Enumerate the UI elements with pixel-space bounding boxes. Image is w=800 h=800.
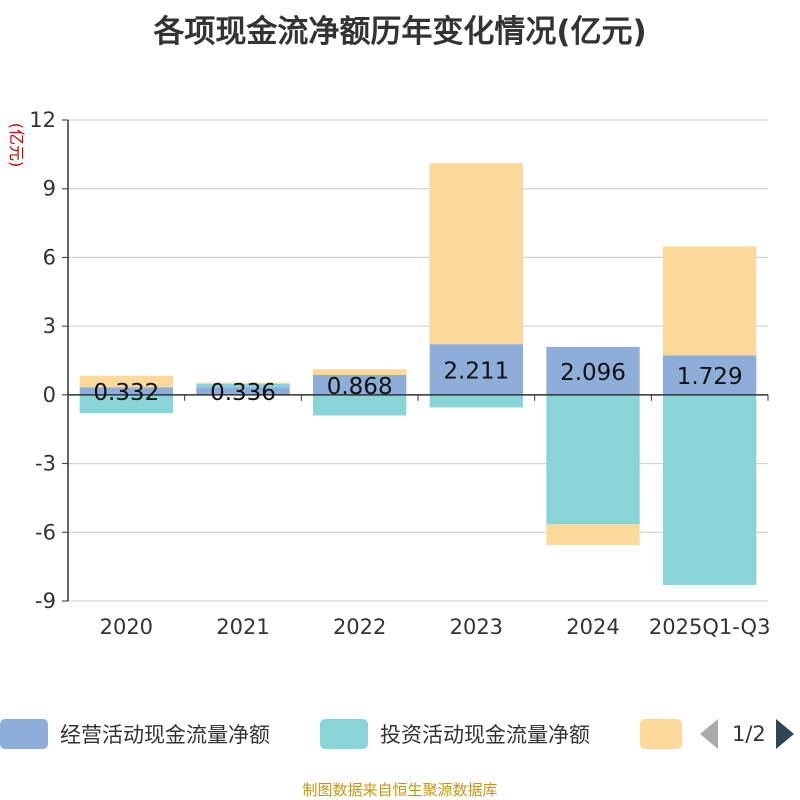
y-tick-label: -3 [35, 452, 56, 476]
legend-label-investing: 投资活动现金流量净额 [380, 723, 590, 747]
source-note: 制图数据来自恒生聚源数据库 [302, 781, 498, 799]
y-tick-label: 12 [29, 108, 56, 132]
bar-series0-2020 [79, 387, 173, 395]
data-label-2024: 2.096 [560, 360, 626, 386]
data-label-2021: 0.336 [210, 380, 276, 406]
x-tick-label-2020: 2020 [100, 615, 153, 639]
data-label-2023: 2.211 [443, 359, 509, 385]
bar-series2-2025Q1-Q3 [663, 246, 757, 356]
bar-series1-2022 [313, 394, 407, 416]
bar-series2-2021 [196, 382, 290, 384]
y-tick-label: 6 [43, 245, 56, 269]
data-labels: 0.332 0.336 0.868 2.211 2.096 1.729 [93, 359, 742, 407]
data-label-2020: 0.332 [93, 380, 159, 406]
legend-swatch-investing [320, 719, 368, 749]
data-label-2022: 0.868 [327, 374, 393, 400]
y-tick-label: 9 [43, 177, 56, 201]
y-axis-title: (亿元) [7, 123, 26, 168]
chart-title: 各项现金流净额历年变化情况(亿元) [153, 14, 647, 50]
x-tick-label-2025Q1-Q3: 2025Q1-Q3 [649, 615, 771, 639]
legend-swatch-financing [640, 719, 682, 749]
bar-series0-2021 [196, 387, 290, 395]
x-tick-label-2024: 2024 [566, 615, 619, 639]
y-tick-label: 3 [43, 314, 56, 338]
data-label-2025Q1-Q3: 1.729 [677, 364, 743, 390]
bar-series1-2024 [546, 394, 640, 525]
x-tick-label-2022: 2022 [333, 615, 386, 639]
legend-item-operating[interactable]: 经营活动现金流量净额 [0, 716, 270, 752]
bar-series1-2025Q1-Q3 [663, 394, 757, 585]
legend-pager: 1/2 [700, 716, 794, 752]
legend-item-investing[interactable]: 投资活动现金流量净额 [320, 716, 590, 752]
bar-series0-2024 [546, 346, 640, 395]
legend-swatch-operating [0, 719, 48, 749]
legend: 经营活动现金流量净额 投资活动现金流量净额 1/2 [0, 716, 800, 752]
bar-series0-2023 [429, 344, 523, 395]
y-tick-label: -9 [35, 589, 56, 613]
legend-item-financing[interactable] [640, 716, 682, 752]
pager-prev-icon[interactable] [700, 719, 718, 749]
bars [79, 163, 757, 585]
bar-series2-2024 [546, 524, 640, 545]
y-tick-label: -6 [35, 520, 56, 544]
pager-next-icon[interactable] [775, 719, 794, 749]
pager-text: 1/2 [732, 722, 766, 746]
bar-series1-2021 [196, 383, 290, 388]
legend-label-operating: 经营活动现金流量净额 [60, 723, 270, 747]
y-tick-label: 0 [43, 383, 56, 407]
axes: -9 -6 -3 0 3 6 9 12 2020 2021 2022 2023 2024 2025Q1-Q… [29, 108, 770, 639]
bar-series1-2020 [79, 394, 173, 414]
x-tick-label-2023: 2023 [450, 615, 503, 639]
grid-lines [68, 119, 768, 602]
bar-series1-2023 [429, 394, 523, 408]
x-tick-label-2021: 2021 [216, 615, 269, 639]
bar-series2-2023 [429, 163, 523, 345]
bar-series0-2022 [313, 374, 407, 395]
bar-series2-2022 [313, 369, 407, 375]
bar-series0-2025Q1-Q3 [663, 355, 757, 395]
bar-series2-2020 [79, 375, 173, 388]
